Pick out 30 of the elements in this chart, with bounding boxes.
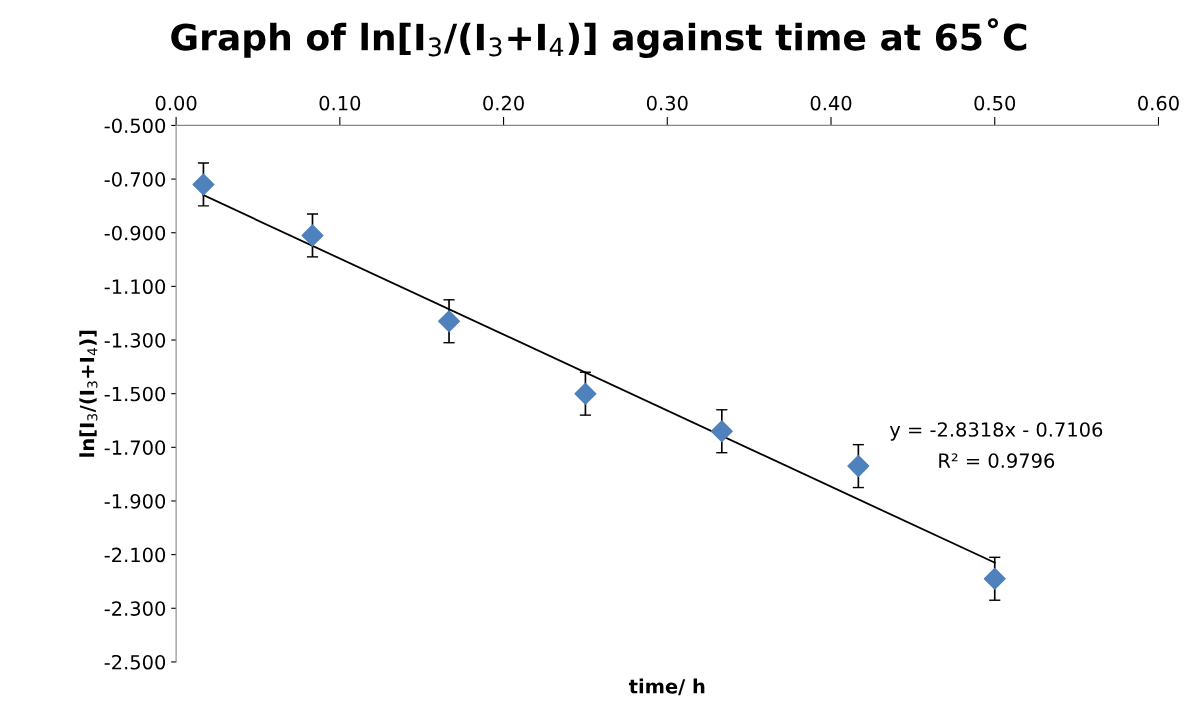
point (192, 173, 215, 196)
annotation: y = -2.8318x - 0.7106 (889, 422, 1103, 441)
x-tick-label: 0.30 (646, 95, 688, 111)
y-tick-label: -2.300 (104, 601, 166, 616)
y-tick-label: -0.900 (104, 225, 166, 241)
y-tick-label: -2.100 (104, 547, 166, 563)
x-tick-label: 0.50 (974, 95, 1016, 111)
x-tick-label: 0.10 (319, 95, 361, 111)
point (438, 310, 461, 333)
y-tick-label: -2.500 (104, 654, 166, 670)
x-tick-label: 0.00 (155, 95, 197, 111)
point (847, 455, 870, 478)
x-tick-label: 0.20 (483, 95, 524, 111)
point (983, 567, 1006, 590)
x-axis-title: time/ h (628, 678, 705, 696)
annotation: R² = 0.9796 (939, 453, 1055, 468)
point (710, 420, 733, 443)
x-tick-label: 0.40 (810, 95, 852, 111)
chart-title: Graph of ln[I$_{3}$/(I$_{3}$+I$_{4}$)] against time at 65˚C (171, 18, 1027, 58)
y-tick-label: -0.700 (104, 172, 166, 187)
y-axis-title: ln[I$_{3}$/(I$_{3}$+I$_{4}$)] (79, 330, 98, 457)
y-tick-label: -1.500 (104, 386, 166, 402)
point (301, 224, 324, 247)
x-tick-label: 0.60 (1138, 95, 1179, 111)
y-tick-label: -1.900 (104, 493, 166, 509)
y-tick-label: -1.100 (104, 279, 166, 295)
point (574, 382, 597, 405)
y-tick-label: -1.300 (104, 332, 166, 348)
y-tick-label: -0.500 (104, 118, 166, 134)
y-tick-label: -1.700 (104, 440, 166, 455)
